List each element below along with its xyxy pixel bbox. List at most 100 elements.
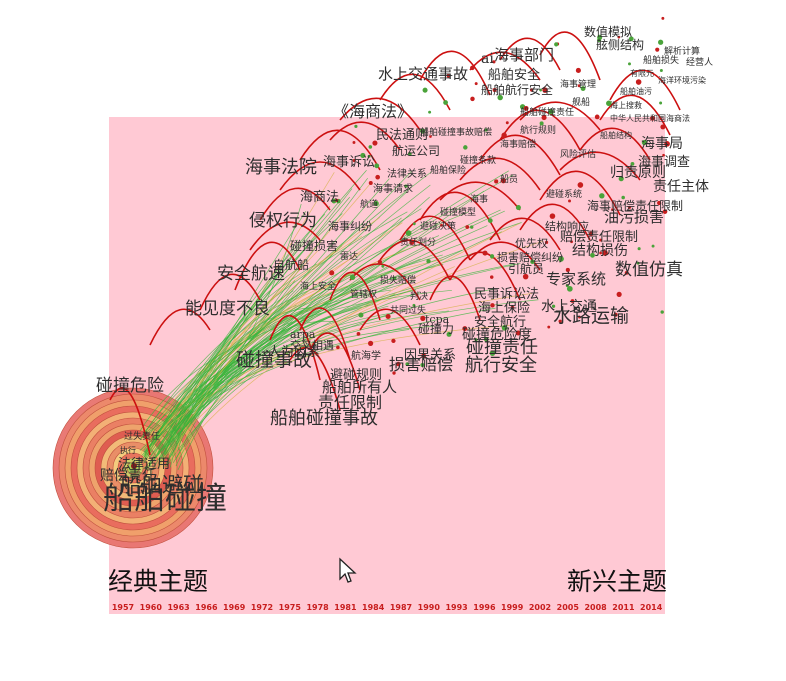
- term-label: 航行安全: [465, 355, 537, 376]
- term-node: [655, 47, 660, 52]
- term-node: [577, 84, 581, 88]
- term-node: [443, 100, 448, 105]
- red-arc: [419, 191, 501, 241]
- red-arc: [429, 275, 481, 321]
- term-label: 过失责任: [124, 432, 161, 442]
- term-node: [657, 200, 662, 206]
- year-stripe: [609, 117, 638, 614]
- green-link: [162, 209, 501, 459]
- red-arc: [599, 94, 671, 136]
- term-node: [658, 39, 664, 45]
- term-label: 损失赔偿: [380, 276, 417, 286]
- term-node: [474, 338, 478, 342]
- red-arc: [149, 308, 211, 346]
- red-arc: [329, 271, 381, 321]
- term-label: 船舶航行安全: [481, 83, 554, 97]
- term-label: 海事部门: [494, 46, 555, 64]
- term-node: [594, 114, 600, 120]
- year-stripe: [442, 117, 471, 614]
- year-tick-label: 1987: [389, 603, 413, 612]
- term-node: [396, 361, 401, 367]
- red-arc: [419, 50, 491, 96]
- term-node: [483, 337, 489, 342]
- red-arc: [519, 203, 591, 241]
- term-label: 船舶结构: [600, 131, 632, 140]
- term-label: 专家系统: [546, 270, 607, 288]
- term-node: [358, 312, 364, 318]
- red-arc: [234, 241, 301, 291]
- term-node: [335, 198, 339, 202]
- green-link: [146, 235, 440, 439]
- year-stripe: [637, 117, 666, 614]
- term-label: 结构损伤: [572, 243, 628, 259]
- term-node: [501, 132, 507, 138]
- term-node: [352, 140, 356, 144]
- term-node: [487, 218, 493, 223]
- term-node: [530, 259, 535, 265]
- red-arc: [279, 161, 361, 191]
- term-node: [377, 259, 383, 265]
- green-link: [178, 293, 532, 439]
- year-tick-label: 1957: [111, 603, 135, 612]
- term-label: 碰撞模型: [440, 208, 477, 218]
- red-arc: [489, 217, 561, 251]
- term-node: [662, 153, 665, 157]
- green-link: [158, 305, 389, 453]
- term-label: 损害赔偿: [389, 355, 454, 374]
- term-node: [360, 152, 366, 159]
- red-arc: [559, 151, 641, 181]
- term-node: [420, 363, 425, 368]
- green-link: [166, 292, 420, 468]
- term-node: [651, 244, 655, 248]
- term-label: 航道: [360, 200, 379, 210]
- term-node: [659, 101, 663, 105]
- term-node: [372, 140, 378, 146]
- term-node: [637, 247, 641, 251]
- term-label: 交叉相遇: [290, 339, 334, 352]
- term-node: [368, 181, 373, 185]
- year-tick-label: 2008: [584, 603, 607, 612]
- term-node: [662, 209, 668, 214]
- red-arc: [609, 69, 681, 111]
- term-node: [613, 312, 618, 317]
- term-label: 解析计算: [664, 47, 701, 57]
- term-label: 船舶所有人: [322, 378, 398, 396]
- term-node: [577, 182, 584, 188]
- term-label: 水路运输: [553, 305, 630, 327]
- term-node: [490, 303, 495, 308]
- term-label: 安全航速: [217, 264, 285, 284]
- term-label: 航海学: [351, 351, 381, 362]
- term-node: [356, 331, 361, 336]
- term-node: [404, 184, 408, 188]
- term-label: 经营人: [686, 58, 714, 68]
- term-node: [539, 88, 542, 92]
- term-node: [470, 96, 475, 102]
- term-label: 海事法院: [245, 157, 317, 178]
- green-link: [149, 266, 455, 442]
- green-link: [145, 190, 485, 470]
- term-node: [570, 299, 575, 303]
- term-node: [354, 124, 358, 128]
- year-tick-label: 1966: [195, 603, 218, 612]
- green-link: [144, 210, 505, 455]
- red-arc: [519, 101, 601, 131]
- term-node: [570, 240, 573, 244]
- term-label: ai: [481, 51, 494, 67]
- term-node: [636, 261, 640, 265]
- term-node: [635, 79, 642, 85]
- term-label: 责任主体: [653, 179, 709, 195]
- year-tick-label: 1996: [473, 603, 496, 612]
- term-label: 法律适用: [118, 457, 171, 472]
- term-node: [539, 121, 544, 126]
- red-arc: [199, 273, 261, 311]
- term-label: 优先权: [515, 237, 548, 250]
- year-stripe: [553, 117, 582, 614]
- year-tick-label: 1981: [334, 603, 357, 612]
- red-arc: [379, 73, 451, 111]
- term-node: [523, 105, 529, 111]
- red-arc: [299, 307, 351, 361]
- term-label: 《海商法》: [333, 102, 414, 121]
- term-node: [624, 270, 629, 275]
- green-link: [149, 302, 329, 464]
- term-node: [463, 145, 468, 150]
